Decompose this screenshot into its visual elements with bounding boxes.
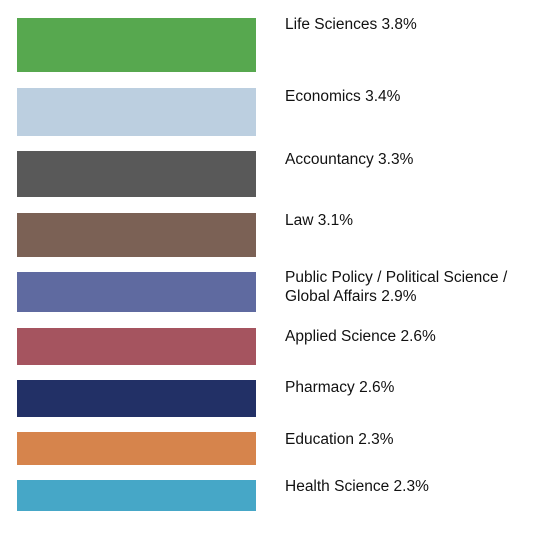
legend-label: Economics 3.4% xyxy=(285,88,401,105)
legend-swatch xyxy=(17,432,256,465)
legend-label: Accountancy 3.3% xyxy=(285,151,414,168)
legend-swatch xyxy=(17,151,256,197)
legend-label: Life Sciences 3.8% xyxy=(285,16,417,33)
legend-label: Law 3.1% xyxy=(285,212,354,229)
legend-swatch xyxy=(17,380,256,417)
legend-swatch xyxy=(17,213,256,257)
legend-swatch xyxy=(17,272,256,312)
legend-label: Health Science 2.3% xyxy=(285,478,429,495)
legend-label: Education 2.3% xyxy=(285,431,394,448)
legend-label: Public Policy / Political Science / Glob… xyxy=(285,269,508,305)
legend-swatch xyxy=(17,328,256,365)
legend-label: Pharmacy 2.6% xyxy=(285,379,395,396)
legend-swatch xyxy=(17,480,256,511)
legend-swatch xyxy=(17,18,256,72)
legend-swatch xyxy=(17,88,256,136)
legend-label: Applied Science 2.6% xyxy=(285,328,436,345)
